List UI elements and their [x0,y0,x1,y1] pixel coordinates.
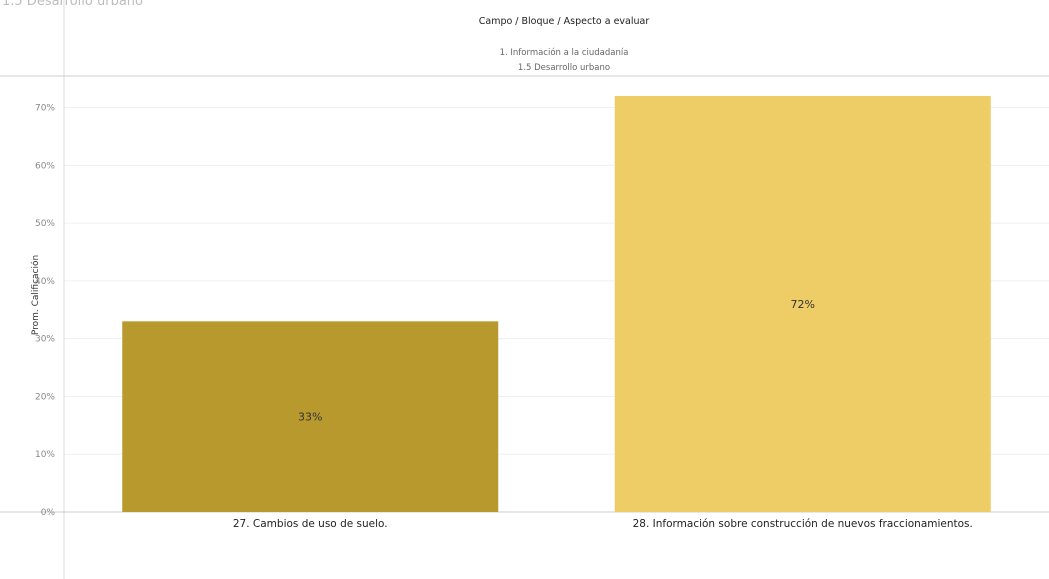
y-tick-label: 10% [35,450,55,460]
x-category-label: 28. Información sobre construcción de nu… [633,518,973,530]
chart-header-title: Campo / Bloque / Aspecto a evaluar [479,16,650,27]
x-category-label: 27. Cambios de uso de suelo. [233,518,388,530]
y-tick-label: 0% [41,508,56,518]
y-tick-label: 60% [35,161,55,171]
y-tick-label: 30% [35,335,55,345]
bar[interactable] [122,321,499,512]
y-axis-label: Prom. Calificación [30,255,41,335]
data-label: 72% [791,298,815,311]
y-tick-label: 20% [35,392,55,402]
page-title: 1.5 Desarrollo urbano [2,0,143,9]
bar[interactable] [614,96,991,512]
y-tick-label: 50% [35,219,55,229]
y-tick-label: 70% [35,104,55,114]
y-tick-label: 40% [35,277,55,287]
data-label: 33% [298,411,322,424]
chart-header-line-1: 1. Información a la ciudadanía [500,47,629,58]
chart-header-line-2: 1.5 Desarrollo urbano [518,63,610,73]
